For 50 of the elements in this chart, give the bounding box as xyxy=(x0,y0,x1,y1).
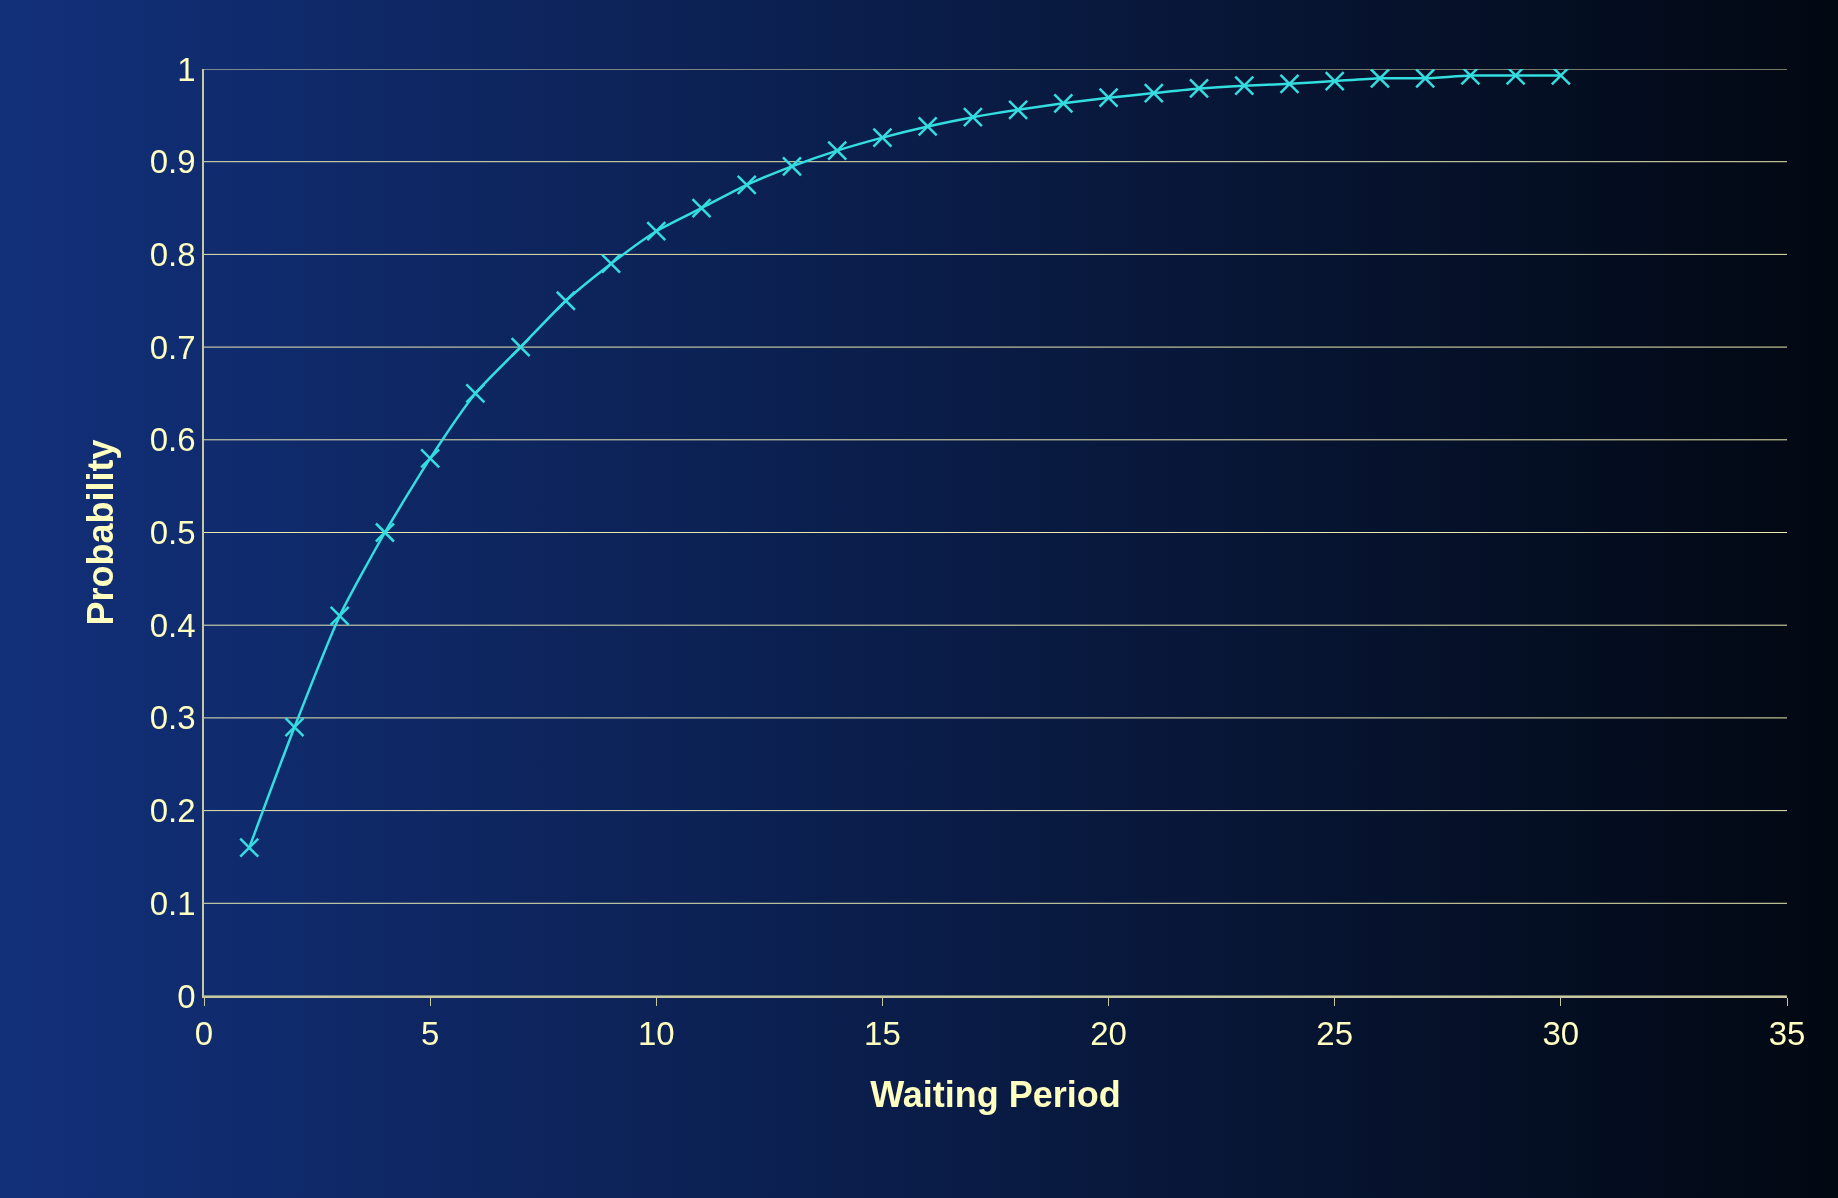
point xyxy=(917,116,938,137)
point xyxy=(329,605,350,627)
point xyxy=(465,383,486,404)
point xyxy=(600,253,622,274)
point xyxy=(1505,69,1526,86)
y-tick-label: 0.1 xyxy=(149,884,196,922)
point xyxy=(1007,99,1029,121)
point xyxy=(1550,69,1572,86)
y-tick-label: 0.2 xyxy=(149,792,196,830)
point xyxy=(1414,69,1436,89)
point xyxy=(238,837,260,858)
y-tick-label: 0.7 xyxy=(149,328,196,366)
x-tick-label: 35 xyxy=(1768,1015,1806,1053)
y-tick-label: 0 xyxy=(177,977,196,1015)
point xyxy=(1279,73,1300,95)
x-tick-label: 5 xyxy=(420,1015,440,1053)
point xyxy=(781,156,803,177)
y-tick-label: 0.4 xyxy=(149,606,196,644)
point xyxy=(1369,69,1391,89)
y-tick-label: 0.9 xyxy=(149,143,196,181)
point xyxy=(510,336,531,358)
point xyxy=(1324,70,1345,92)
point xyxy=(419,448,441,469)
point xyxy=(736,174,757,196)
point xyxy=(555,290,577,311)
x-tick-label: 15 xyxy=(864,1015,901,1053)
point xyxy=(962,106,984,128)
point xyxy=(1460,69,1481,86)
point xyxy=(691,197,712,219)
point xyxy=(826,140,848,161)
point xyxy=(1143,82,1165,104)
point xyxy=(646,220,667,242)
x-tick-label: 10 xyxy=(637,1015,675,1053)
y-tick-label: 0.6 xyxy=(149,421,196,459)
x-tick-label: 20 xyxy=(1090,1015,1127,1053)
x-tick-label: 30 xyxy=(1542,1015,1580,1053)
y-tick-label: 0.3 xyxy=(149,699,196,737)
x-axis-title: Waiting Period xyxy=(870,1073,1121,1115)
y-tick-label: 0.5 xyxy=(149,514,196,552)
point xyxy=(284,716,305,738)
point xyxy=(1188,78,1210,99)
y-tick-label: 0.8 xyxy=(149,235,196,273)
point xyxy=(1098,87,1119,108)
y-tick-label: 1 xyxy=(177,50,196,88)
point xyxy=(1053,93,1074,114)
y-axis-title: Probability xyxy=(80,439,122,626)
point xyxy=(374,522,396,543)
point xyxy=(1234,75,1255,96)
x-tick-label: 25 xyxy=(1316,1015,1354,1053)
point xyxy=(872,127,893,148)
